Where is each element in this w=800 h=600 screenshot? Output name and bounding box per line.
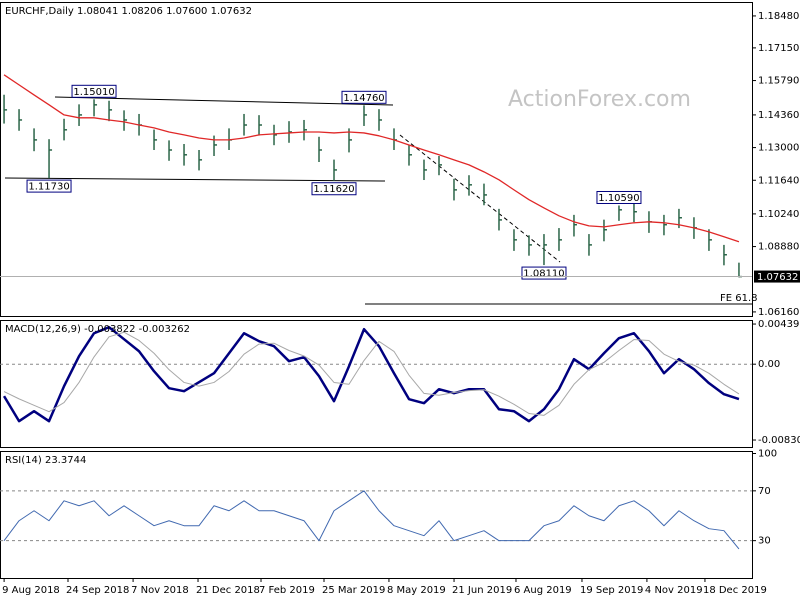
y-tick-label: 1.06160 <box>758 307 799 318</box>
line <box>3 74 740 243</box>
annotation-label: 1.08110 <box>523 269 564 280</box>
annotation-label: 1.14760 <box>343 93 384 104</box>
channel-upper <box>54 96 394 106</box>
annotation-box <box>26 179 72 193</box>
line <box>2 325 740 423</box>
panel-border <box>0 451 753 579</box>
trend-line <box>399 134 561 263</box>
y-tick-label: 0.00 <box>758 359 780 370</box>
channel-lower <box>4 177 386 182</box>
fe-label: FE 61.8 <box>720 293 758 304</box>
y-tick-label: -0.008306 <box>758 435 800 446</box>
x-tick-label: 7 Feb 2019 <box>259 585 315 596</box>
panel-title: MACD(12,26,9) -0.003822 -0.003262 <box>5 324 190 335</box>
annotation-label: 1.11620 <box>313 184 354 195</box>
x-tick-label: 25 Mar 2019 <box>322 585 385 596</box>
y-tick-label: 1.18480 <box>758 11 799 22</box>
y-tick-label: 1.15790 <box>758 76 799 87</box>
annotation-box <box>71 84 117 98</box>
x-tick-label: 24 Sep 2018 <box>66 585 129 596</box>
x-tick-label: 18 Dec 2019 <box>703 585 767 596</box>
y-tick-label: 1.08880 <box>758 242 799 253</box>
x-tick-label: 21 Dec 2018 <box>196 585 260 596</box>
x-tick-label: 21 Jun 2019 <box>452 585 512 596</box>
annotation-label: 1.15010 <box>73 87 114 98</box>
annotation-label: 1.11730 <box>28 182 69 193</box>
y-tick-label: 1.11640 <box>758 175 799 186</box>
y-tick-label: 0.004398 <box>758 319 800 330</box>
y-tick-label: 1.10240 <box>758 209 799 220</box>
x-tick-label: 6 Aug 2019 <box>514 585 572 596</box>
last-price-box <box>754 270 800 283</box>
x-tick-label: 19 Sep 2019 <box>580 585 643 596</box>
panel-title: EURCHF,Daily 1.08041 1.08206 1.07600 1.0… <box>5 6 252 17</box>
y-tick-label: 70 <box>758 486 771 497</box>
panel-border <box>0 2 753 317</box>
annotation-label: 1.10590 <box>598 193 639 204</box>
x-tick-label: 4 Nov 2019 <box>645 585 703 596</box>
line <box>3 490 740 550</box>
y-tick-label: 1.17150 <box>758 43 799 54</box>
watermark: ActionForex.com <box>508 87 691 112</box>
y-tick-label: 1.13000 <box>758 143 799 154</box>
annotation-box <box>311 182 357 196</box>
line <box>3 331 740 416</box>
y-tick-label: 100 <box>758 448 777 459</box>
x-tick-label: 7 Nov 2018 <box>131 585 189 596</box>
annotation-box <box>596 190 642 204</box>
annotation-box <box>341 90 387 104</box>
last-price-label: 1.07632 <box>757 272 798 283</box>
y-tick-label: 1.14360 <box>758 110 799 121</box>
y-tick-label: 30 <box>758 536 771 547</box>
panel-title: RSI(14) 23.3744 <box>5 455 86 466</box>
x-tick-label: 8 May 2019 <box>387 585 446 596</box>
panel-border <box>0 320 753 448</box>
x-tick-label: 9 Aug 2018 <box>2 585 60 596</box>
